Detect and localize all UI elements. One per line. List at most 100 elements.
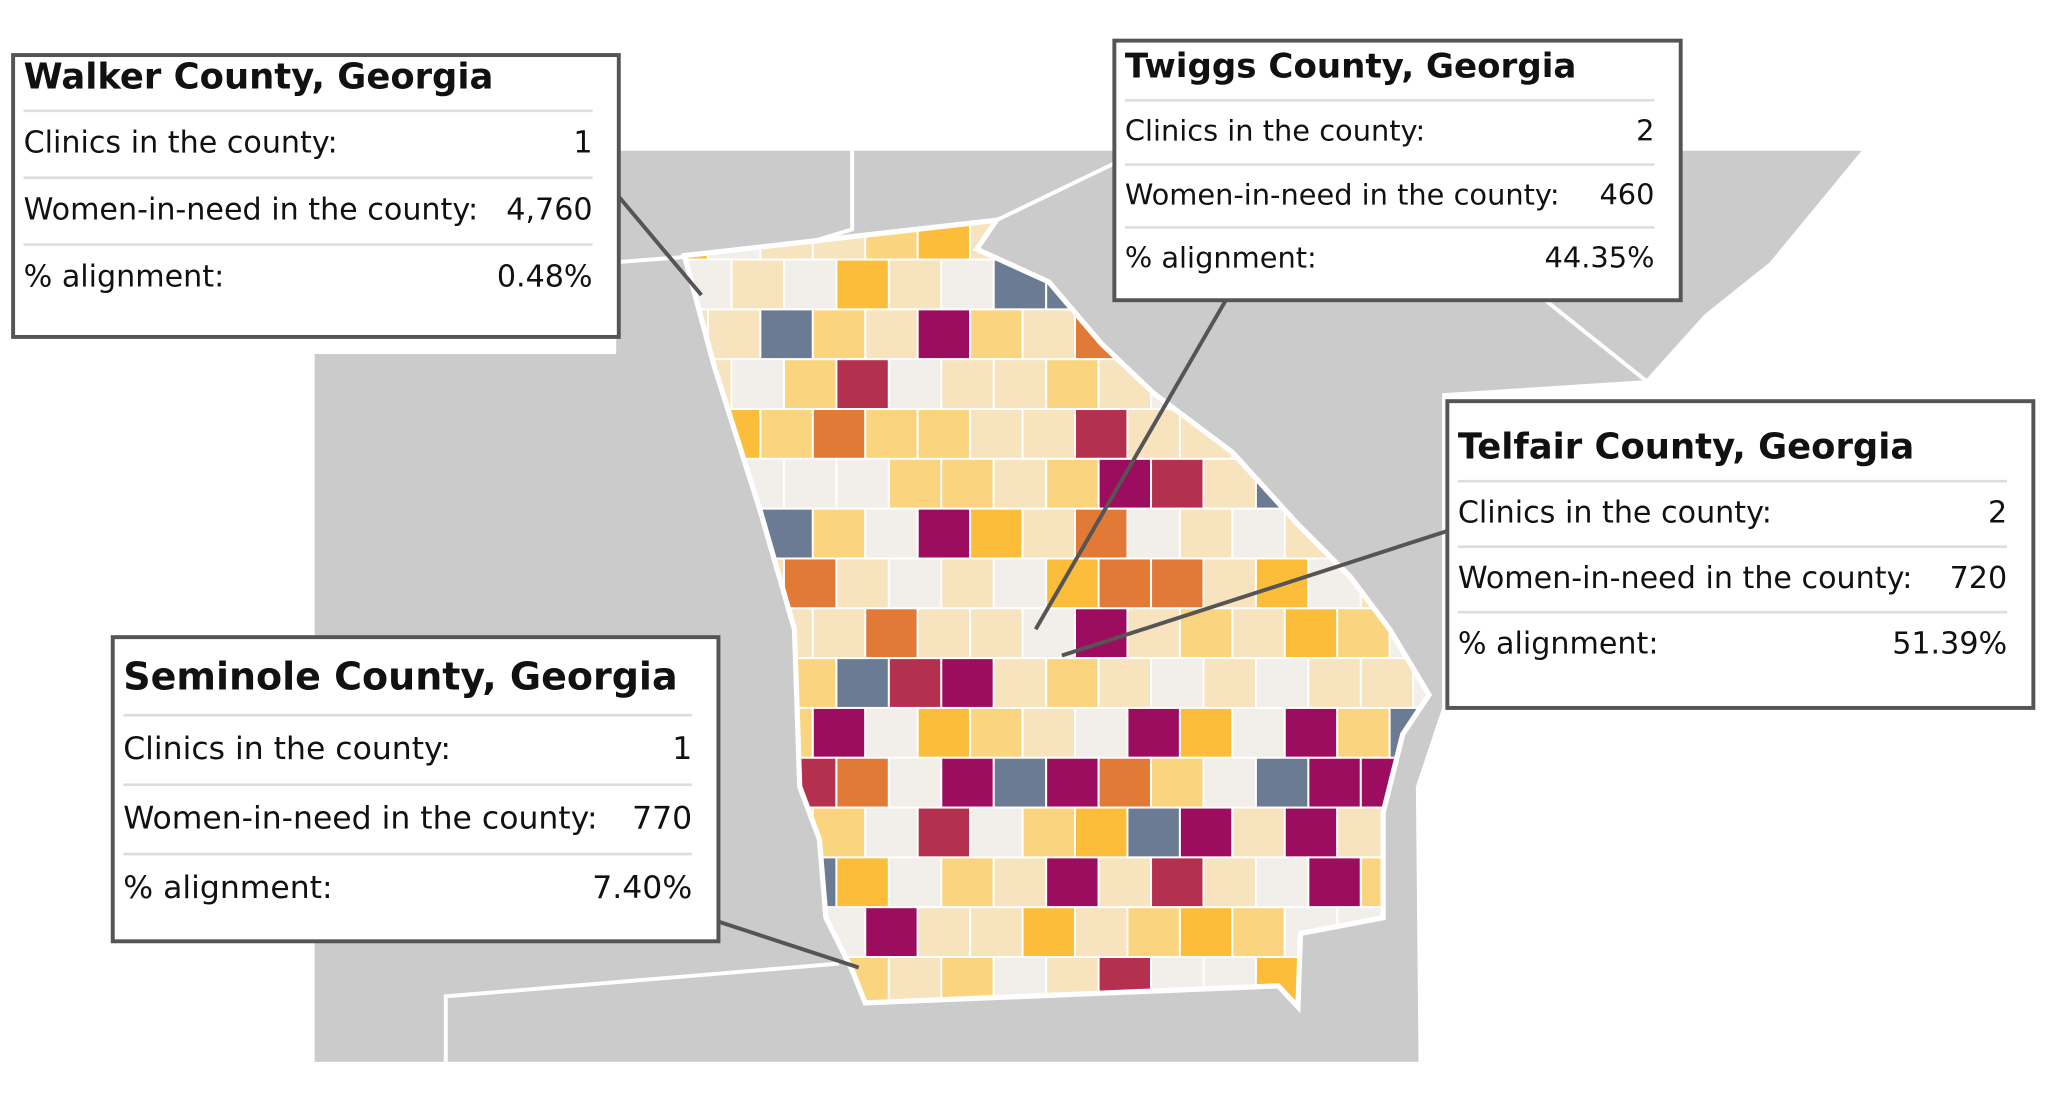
county — [1097, 457, 1153, 510]
county — [1021, 806, 1077, 859]
county — [1254, 856, 1310, 909]
row-value: 51.39% — [1892, 627, 2007, 662]
county — [887, 756, 943, 809]
county — [1126, 906, 1181, 959]
county — [1231, 906, 1286, 959]
county — [1074, 706, 1129, 759]
county — [835, 657, 890, 709]
county — [1045, 657, 1100, 709]
county — [916, 806, 972, 859]
county — [1442, 907, 1494, 957]
county — [969, 308, 1024, 361]
county — [1231, 806, 1286, 859]
county — [1045, 856, 1100, 909]
row-label: Women-in-need in the county: — [1125, 178, 1560, 212]
county — [1254, 756, 1310, 809]
county — [864, 806, 919, 859]
tooltip-title: Walker County, Georgia — [24, 57, 494, 98]
row-label: Clinics in the county: — [1458, 495, 1772, 530]
county — [1074, 408, 1129, 460]
county — [1178, 906, 1234, 959]
county — [916, 408, 972, 460]
county — [1021, 906, 1077, 959]
county — [916, 507, 972, 560]
county — [1021, 308, 1077, 361]
county — [864, 308, 919, 361]
county — [1097, 856, 1153, 909]
row-value: 4,760 — [506, 193, 592, 228]
tooltip-title: Telfair County, Georgia — [1458, 426, 1914, 467]
row-value: 1 — [573, 126, 592, 161]
row-label: Women-in-need in the county: — [123, 800, 597, 836]
county — [916, 308, 972, 361]
county — [940, 258, 995, 311]
row-label: % alignment: — [123, 870, 332, 906]
county — [864, 906, 919, 959]
county — [1442, 808, 1494, 858]
county — [811, 806, 867, 859]
county — [916, 706, 972, 759]
county — [887, 358, 943, 411]
county — [782, 258, 838, 311]
county — [811, 706, 867, 759]
county — [730, 258, 785, 311]
county — [864, 408, 919, 460]
county — [1021, 706, 1077, 759]
county — [1231, 507, 1286, 560]
county — [1336, 706, 1391, 759]
county — [969, 507, 1024, 560]
county — [730, 358, 785, 411]
county — [940, 557, 995, 610]
county — [1021, 607, 1077, 660]
row-label: % alignment: — [1125, 241, 1317, 275]
county — [940, 856, 995, 909]
county — [1021, 507, 1077, 560]
county — [992, 358, 1048, 411]
county — [864, 607, 919, 660]
county — [835, 557, 890, 610]
row-label: Clinics in the county: — [1125, 113, 1425, 147]
county — [1150, 856, 1205, 909]
county — [1283, 607, 1339, 660]
georgia-outline — [681, 216, 1433, 1014]
county — [916, 906, 972, 959]
county — [1442, 1007, 1494, 1057]
county — [1021, 408, 1077, 460]
county — [969, 408, 1024, 460]
county — [1074, 806, 1129, 859]
tooltip-title: Seminole County, Georgia — [123, 655, 677, 699]
county — [835, 358, 890, 411]
county — [1307, 856, 1362, 909]
county — [1202, 756, 1257, 809]
county — [1178, 806, 1234, 859]
county — [1126, 408, 1181, 460]
county — [887, 557, 943, 610]
county — [811, 408, 867, 460]
county — [1150, 657, 1205, 709]
county — [759, 308, 814, 361]
leader-line — [1033, 299, 1228, 631]
county — [969, 706, 1024, 759]
callouts: Walker County, Georgia Clinics in the cou… — [11, 38, 2036, 970]
county — [992, 856, 1048, 909]
county — [1045, 457, 1100, 510]
county — [1150, 557, 1205, 610]
county — [864, 507, 919, 560]
state-border — [443, 961, 840, 1062]
row-label: Clinics in the county: — [123, 731, 451, 767]
county — [1359, 657, 1415, 709]
county — [706, 308, 762, 361]
county — [887, 457, 943, 510]
county — [1178, 507, 1234, 560]
county — [811, 607, 867, 660]
county — [887, 657, 943, 709]
row-label: Clinics in the county: — [24, 126, 338, 161]
row-value: 460 — [1599, 178, 1654, 212]
county — [1202, 856, 1257, 909]
county — [1150, 457, 1205, 510]
leader-line — [717, 919, 860, 970]
county — [1126, 806, 1181, 859]
tooltip-box — [110, 635, 721, 944]
county — [835, 756, 890, 809]
